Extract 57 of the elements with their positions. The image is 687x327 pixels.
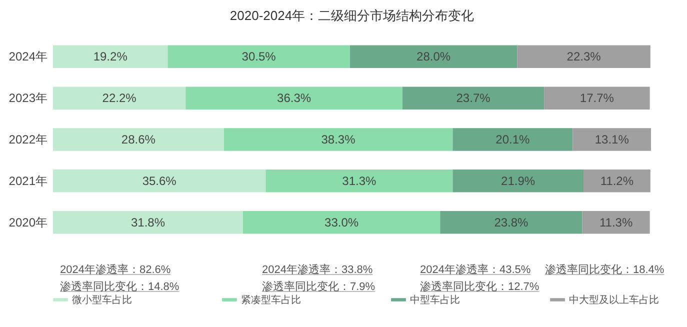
y-tick-label: 2024年 [8, 50, 48, 64]
text: 渗透率同比变化：18.4% [545, 262, 664, 278]
data-label: 28.0% [416, 50, 451, 64]
bar [350, 45, 518, 68]
legend-label: 微小型车占比 [72, 294, 132, 306]
data-label: 36.3% [277, 91, 312, 106]
data-label: 11.3% [599, 215, 633, 230]
data-label: 11.2% [600, 174, 634, 188]
bar [53, 86, 186, 110]
bar [53, 170, 266, 192]
y-tick-label: 2023年 [8, 91, 48, 106]
bar [452, 128, 573, 151]
data-label: 35.6% [142, 174, 177, 188]
bar [402, 86, 544, 110]
data-label: 31.8% [130, 215, 166, 230]
y-tick-label: 2020年 [8, 215, 48, 230]
data-label: 28.6% [121, 132, 156, 146]
bar [582, 210, 650, 234]
bar [53, 45, 168, 68]
bar [440, 210, 582, 234]
data-label: 13.1% [594, 132, 630, 146]
chart-title: 2020-2024年：二级细分市场结构分布变化 [230, 8, 474, 23]
text: 2024年渗透率：43.5% [420, 262, 532, 278]
data-label: 17.7% [580, 91, 614, 106]
bar [572, 128, 651, 151]
bar [168, 45, 350, 68]
bar [544, 86, 650, 110]
bar [266, 170, 453, 192]
bar [583, 170, 650, 192]
text: 渗透率同比变化：7.9% [262, 280, 376, 294]
data-label: 21.9% [501, 174, 536, 188]
data-label: 22.2% [102, 91, 137, 106]
text: 渗透率同比变化：12.7% [420, 280, 540, 294]
text: 2024年渗透率：33.8% [262, 262, 374, 278]
data-label: 19.2% [93, 50, 128, 64]
bar [517, 45, 650, 68]
data-label: 30.5% [242, 50, 276, 64]
bar [53, 210, 243, 234]
y-tick-label: 2021年 [8, 174, 48, 188]
data-label: 33.0% [324, 215, 359, 230]
bar [186, 86, 402, 110]
bar [224, 128, 453, 151]
data-label: 22.3% [566, 50, 602, 64]
data-label: 23.8% [494, 215, 529, 230]
data-label: 23.7% [456, 91, 491, 106]
legend-label: 紧凑型车占比 [241, 294, 301, 306]
bar [452, 170, 584, 192]
bar [242, 210, 440, 234]
bar [53, 128, 224, 151]
y-tick-label: 2022年 [8, 132, 48, 146]
text: 2024年渗透率：82.6% [60, 262, 172, 278]
text: 渗透率同比变化：14.8% [60, 280, 180, 294]
legend-label: 中型车占比 [410, 294, 460, 306]
legend-label: 中大型及以上车占比 [569, 294, 659, 306]
data-label: 31.3% [342, 174, 377, 188]
data-label: 20.1% [496, 132, 530, 146]
data-label: 38.3% [321, 132, 356, 146]
